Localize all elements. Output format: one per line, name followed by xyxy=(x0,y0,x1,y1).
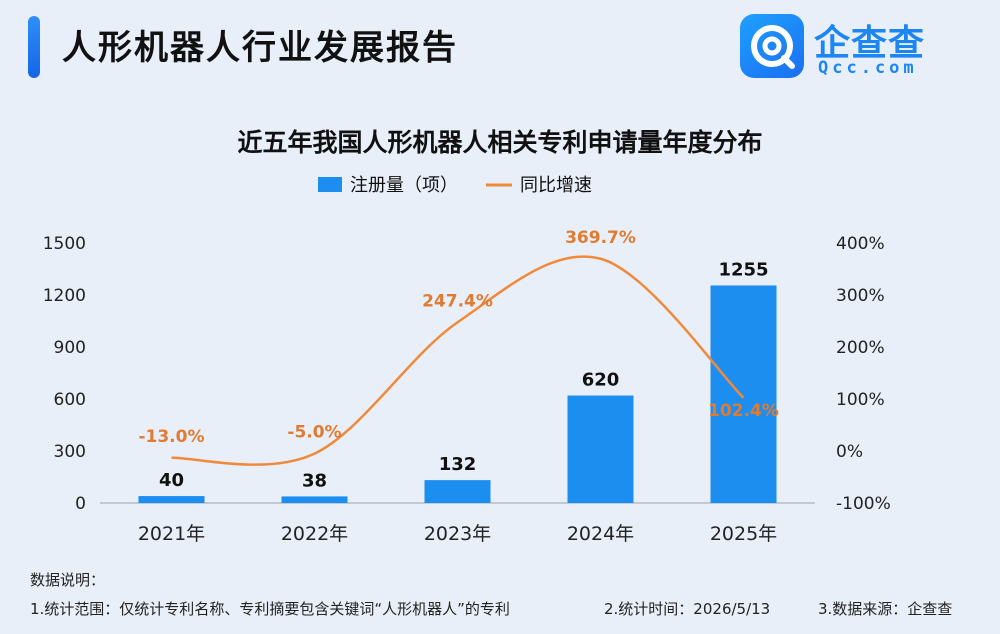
y-left-tick-label: 600 xyxy=(54,390,86,410)
x-tick-label: 2021年 xyxy=(138,523,205,545)
footer-note-1: 1.统计范围：仅统计专利名称、专利摘要包含关键词“人形机器人”的专利 xyxy=(30,600,510,618)
y-right-tick-label: 100% xyxy=(836,390,885,410)
bar-data-label: 38 xyxy=(302,470,327,491)
bar xyxy=(567,395,634,503)
chart: 近五年我国人形机器人相关专利申请量年度分布 注册量（项） 同比增速 0 300 600… xyxy=(43,128,891,545)
growth-line xyxy=(171,255,745,466)
y-left-tick-label: 300 xyxy=(54,442,86,462)
bar xyxy=(138,496,205,503)
bar xyxy=(424,480,491,503)
x-tick-label: 2023年 xyxy=(424,523,491,545)
line-series: -13.0% -5.0% 247.4% 369.7% 102.4% xyxy=(138,228,779,466)
qcc-logo-icon xyxy=(740,14,804,78)
y-left-tick-label: 1200 xyxy=(43,286,86,306)
line-data-label: 102.4% xyxy=(708,401,779,421)
chart-title: 近五年我国人形机器人相关专利申请量年度分布 xyxy=(237,128,762,157)
report-title: 人形机器人行业发展报告 xyxy=(62,28,458,68)
legend-swatch-bar xyxy=(318,177,342,192)
footer-note-2: 2.统计时间：2026/5/13 xyxy=(604,600,771,618)
y-right-tick-label: 0% xyxy=(836,442,863,462)
legend: 注册量（项） 同比增速 xyxy=(318,175,592,196)
bar-data-label: 132 xyxy=(439,454,477,475)
y-right-tick-label: 300% xyxy=(836,286,885,306)
footer-heading: 数据说明： xyxy=(30,571,106,589)
y-right-tick-label: 400% xyxy=(836,234,885,254)
title-accent-bar xyxy=(28,16,40,78)
logo-url: Qcc.com xyxy=(818,58,918,78)
y-left-tick-label: 900 xyxy=(54,338,86,358)
line-data-label: -13.0% xyxy=(138,427,204,447)
line-data-label: 247.4% xyxy=(422,291,493,311)
y-left-tick-label: 0 xyxy=(75,494,86,514)
legend-label-bar: 注册量（项） xyxy=(350,175,458,196)
y-right-tick-label: 200% xyxy=(836,338,885,358)
y-left-tick-label: 1500 xyxy=(43,234,86,254)
bar-data-label: 620 xyxy=(582,370,620,391)
y-right-tick-label: -100% xyxy=(836,494,891,514)
legend-label-line: 同比增速 xyxy=(520,175,592,196)
line-data-label: 369.7% xyxy=(565,228,636,248)
bar-series: 40 38 132 620 1255 xyxy=(138,259,777,503)
bar xyxy=(710,285,777,503)
bar-data-label: 40 xyxy=(159,470,184,491)
line-data-label: -5.0% xyxy=(287,423,341,443)
x-tick-label: 2022年 xyxy=(281,523,348,545)
x-tick-label: 2025年 xyxy=(710,523,777,545)
x-tick-label: 2024年 xyxy=(567,523,634,545)
bar-data-label: 1255 xyxy=(718,259,768,280)
footer-note-3: 3.数据来源：企查查 xyxy=(818,600,953,618)
logo-name: 企查查 xyxy=(814,23,926,64)
bar xyxy=(281,496,348,503)
